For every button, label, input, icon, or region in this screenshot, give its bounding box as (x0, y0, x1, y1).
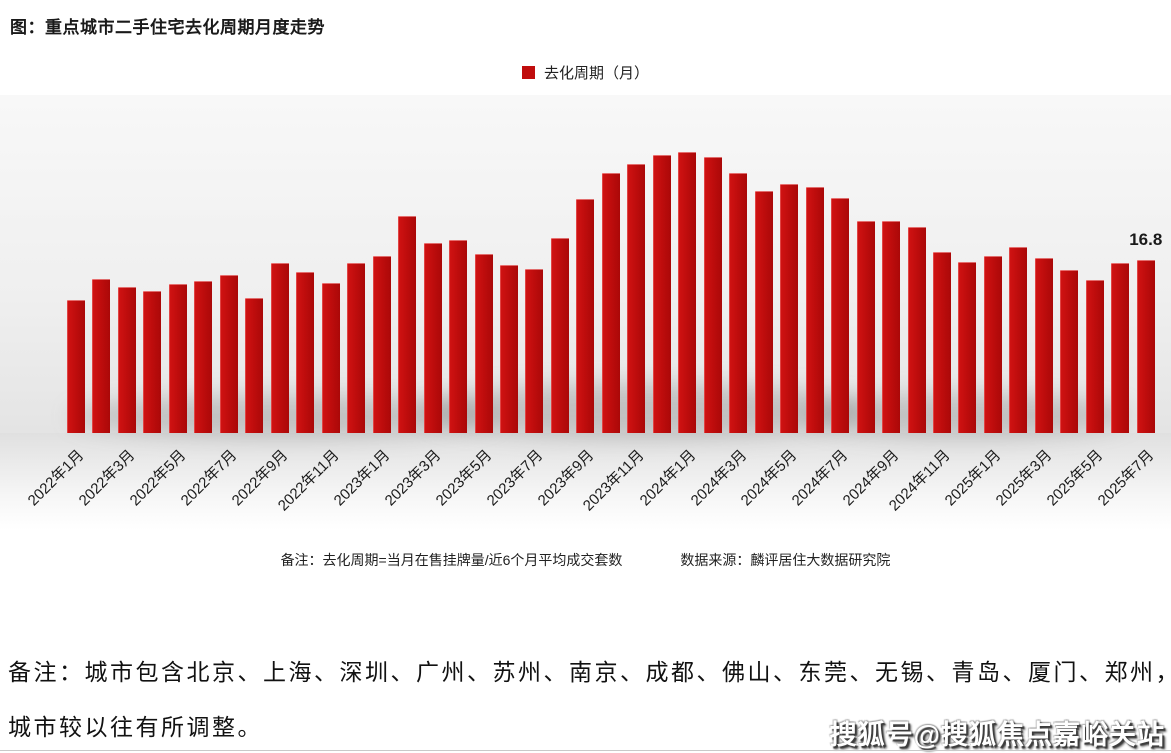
bar (474, 253, 493, 433)
bar (907, 227, 926, 433)
bar (449, 240, 468, 433)
bar (321, 282, 340, 433)
bar (831, 198, 850, 433)
bar (1085, 279, 1104, 433)
bar (780, 183, 799, 433)
bar (729, 173, 748, 433)
legend-marker-square (521, 66, 535, 79)
last-bar-value-label: 16.8 (1129, 229, 1163, 249)
bar (1034, 257, 1053, 433)
bar (958, 262, 977, 433)
bar (372, 255, 391, 433)
bar (805, 186, 824, 433)
bar (347, 263, 366, 433)
legend-label: 去化周期（月） (543, 65, 649, 82)
bar (245, 298, 264, 433)
bar (194, 280, 213, 433)
definition-note: 备注：去化周期=当月在售挂牌量/近6个月平均成交套数 (280, 552, 623, 568)
bar (576, 199, 595, 433)
watermark: 搜狐号@搜狐焦点嘉峪关站 (829, 720, 1165, 750)
bar (983, 255, 1002, 433)
bar (652, 154, 671, 433)
data-source: 数据来源：麟评居住大数据研究院 (680, 552, 891, 568)
bar (882, 220, 901, 433)
bar (1136, 259, 1155, 433)
footnote-line1: 备注：城市包含北京、上海、深圳、广州、苏州、南京、成都、佛山、东莞、无锡、青岛、… (8, 660, 1171, 685)
bar (92, 278, 111, 433)
bar (296, 272, 315, 433)
bar (499, 265, 518, 433)
chart-title: 图：重点城市二手住宅去化周期月度走势 (10, 18, 325, 37)
bar-chart: 2022年1月 2022年3月 2022年5月 2022年7月 2022年9月 2022年… (0, 95, 1171, 530)
bar (1111, 263, 1130, 433)
bar (932, 251, 951, 433)
bar (754, 190, 773, 433)
bar (1009, 246, 1028, 433)
chart-footnotes: 备注：去化周期=当月在售挂牌量/近6个月平均成交套数 数据来源：麟评居住大数据研… (0, 550, 1171, 570)
legend: 去化周期（月） (0, 62, 1171, 83)
bar (703, 156, 722, 433)
bar (1060, 270, 1079, 433)
bar (525, 269, 544, 433)
bar (550, 238, 569, 433)
bottom-divider (0, 750, 1171, 751)
bar (627, 164, 646, 433)
bar (601, 173, 620, 433)
bar (423, 243, 442, 433)
bar (117, 286, 136, 433)
bar (168, 283, 187, 433)
bar (67, 300, 85, 433)
bar (398, 215, 417, 433)
bar (143, 290, 162, 433)
axis-area-background (0, 433, 1171, 530)
bar (678, 151, 697, 433)
footnote-line2: 城市较以往有所调整。 (8, 715, 263, 740)
bar (219, 275, 238, 433)
bar (856, 220, 875, 433)
bar (270, 263, 289, 433)
